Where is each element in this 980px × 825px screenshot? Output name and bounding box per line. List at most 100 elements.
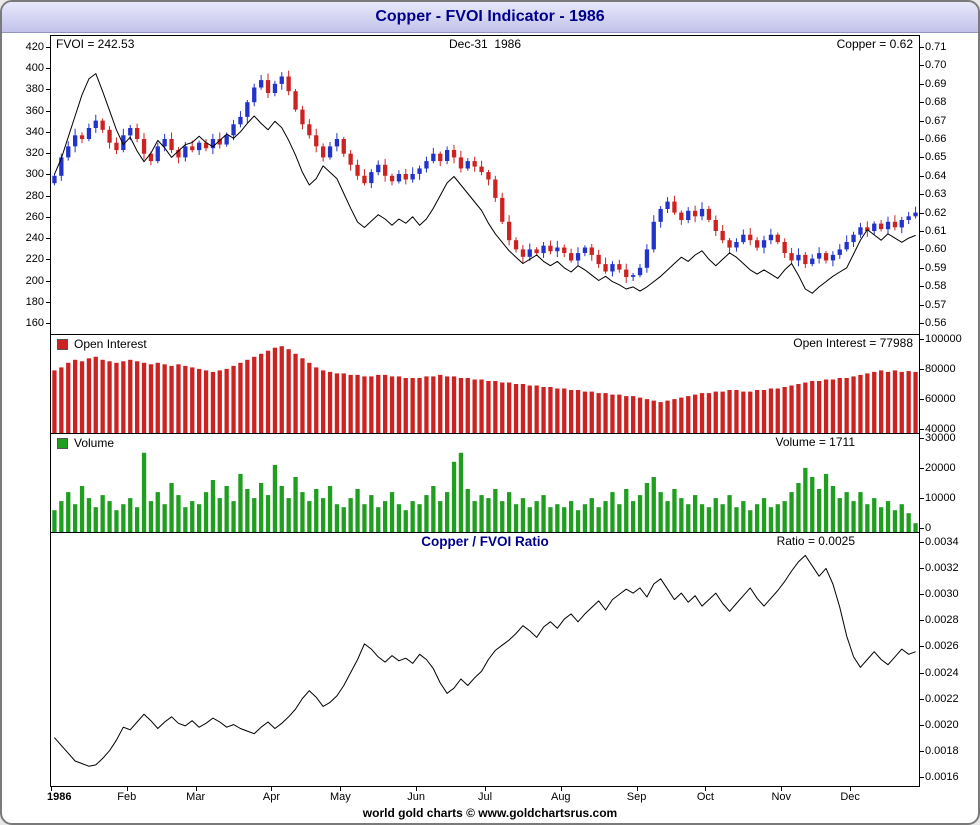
ratio-chart-svg <box>54 554 916 767</box>
y-axis-tick-label: 180 <box>25 295 44 308</box>
x-axis-label: Jul <box>477 791 493 803</box>
axis-tick <box>920 594 924 596</box>
axis-tick <box>920 322 924 324</box>
x-axis-tick <box>781 787 783 791</box>
axis-tick <box>46 110 50 112</box>
x-axis-label: Jun <box>407 791 425 803</box>
y-axis-tick-label: 0.0022 <box>925 692 959 705</box>
axis-tick <box>920 286 924 288</box>
axis-tick <box>46 68 50 70</box>
y-axis-tick-label: 340 <box>25 125 44 138</box>
axis-tick <box>920 672 924 674</box>
y-axis-tick-label: 0.0032 <box>925 562 959 575</box>
y-axis-tick-label: 0.67 <box>925 114 947 127</box>
y-axis-tick-label: 400 <box>25 62 44 75</box>
y-axis-tick-label: 0 <box>925 522 932 535</box>
y-axis-tick-label: 160 <box>25 316 44 329</box>
ratio-panel: Copper / FVOI Ratio Ratio = 0.0025 <box>50 532 920 787</box>
date-label: Dec-31 1986 <box>448 37 522 51</box>
y-axis-tick-label: 60000 <box>925 393 956 406</box>
y-axis-tick-label: 0.56 <box>925 316 947 329</box>
y-axis-tick-label: 0.64 <box>925 169 947 182</box>
footer-credit: world gold charts © www.goldchartsrus.co… <box>362 806 618 820</box>
x-axis-label: Mar <box>186 791 206 803</box>
axis-tick <box>920 157 924 159</box>
volume-legend: Volume <box>57 436 114 450</box>
axis-tick <box>920 249 924 251</box>
x-axis-label: Sep <box>626 791 647 803</box>
axis-tick <box>46 322 50 324</box>
y-axis-tick-label: 0.70 <box>925 59 947 72</box>
axis-tick <box>920 139 924 140</box>
y-axis-tick-label: 40000 <box>925 423 956 436</box>
y-axis-tick-label: 0.0030 <box>925 588 959 601</box>
open-interest-legend: Open Interest <box>57 337 147 351</box>
y-axis-tick-label: 220 <box>25 253 44 266</box>
x-axis-tick <box>271 787 273 791</box>
axis-tick <box>920 467 924 469</box>
y-axis-tick-label: 0.71 <box>925 41 947 54</box>
y-axis-tick-label: 0.69 <box>925 77 947 90</box>
y-axis-tick-label: 0.0026 <box>925 640 959 653</box>
x-axis-label: Aug <box>550 791 571 803</box>
y-axis-tick-label: 240 <box>25 232 44 245</box>
axis-tick <box>46 131 50 133</box>
axis-tick <box>920 47 924 49</box>
price-panel: FVOI = 242.53 Dec-31 1986 Copper = 0.62 <box>50 35 920 335</box>
axis-tick <box>920 230 924 232</box>
y-axis-tick-label: 0.68 <box>925 96 947 109</box>
axis-tick <box>46 47 50 49</box>
axis-tick <box>920 620 924 622</box>
volume-legend-label: Volume <box>74 436 115 450</box>
axis-tick <box>46 259 50 261</box>
y-axis-tick-label: 20000 <box>925 461 956 474</box>
price-chart-svg <box>52 70 918 294</box>
title-bar: Copper - FVOI Indicator - 1986 <box>2 2 978 33</box>
y-axis-tick-label: 0.0018 <box>925 744 959 757</box>
y-axis-tick-label: 10000 <box>925 492 956 505</box>
x-axis-tick <box>636 787 638 791</box>
axis-tick <box>46 153 50 155</box>
y-axis-tick-label: 0.57 <box>925 298 947 311</box>
x-axis-label: 1986 <box>47 791 72 803</box>
x-axis-tick <box>560 787 562 791</box>
y-axis-tick-label: 0.65 <box>925 151 947 164</box>
x-axis-tick <box>705 787 707 791</box>
y-axis-tick-label: 0.63 <box>925 188 947 201</box>
y-axis-tick-label: 0.61 <box>925 224 947 237</box>
ratio-value-label: Ratio = 0.0025 <box>776 534 855 548</box>
axis-tick <box>920 399 924 401</box>
axis-tick <box>920 542 924 544</box>
axis-tick <box>46 89 50 91</box>
axis-tick <box>920 212 924 214</box>
chart-title: Copper - FVOI Indicator - 1986 <box>375 8 605 25</box>
x-axis-label: Oct <box>696 791 714 803</box>
axis-tick <box>920 65 924 67</box>
x-axis-tick <box>126 787 128 791</box>
axis-tick <box>920 83 924 85</box>
y-axis-tick-label: 0.0028 <box>925 614 959 627</box>
x-axis-label: May <box>329 791 351 803</box>
y-axis-tick-label: 0.62 <box>925 206 947 219</box>
y-axis-tick-label: 380 <box>25 83 44 96</box>
volume-chart-svg <box>52 452 918 532</box>
y-axis-tick-label: 0.59 <box>925 261 947 274</box>
axis-tick <box>46 174 50 176</box>
axis-tick <box>920 528 924 530</box>
y-axis-tick-label: 0.66 <box>925 133 947 145</box>
open-interest-panel: Open Interest Open Interest = 77988 <box>50 334 920 434</box>
fvoi-value-label: FVOI = 242.53 <box>56 37 135 51</box>
y-axis-tick-label: 200 <box>25 274 44 287</box>
axis-tick <box>46 238 50 240</box>
axis-tick <box>46 301 50 303</box>
axis-tick <box>920 568 924 570</box>
axis-tick <box>920 429 924 431</box>
x-axis-tick <box>485 787 486 791</box>
open-interest-legend-swatch-icon <box>57 338 68 350</box>
x-axis-label: Feb <box>117 791 137 803</box>
y-axis-tick-label: 80000 <box>925 362 956 375</box>
y-axis-tick-label: 260 <box>25 210 44 223</box>
y-axis-tick-label: 360 <box>25 104 44 117</box>
x-axis-label: Apr <box>262 791 280 803</box>
